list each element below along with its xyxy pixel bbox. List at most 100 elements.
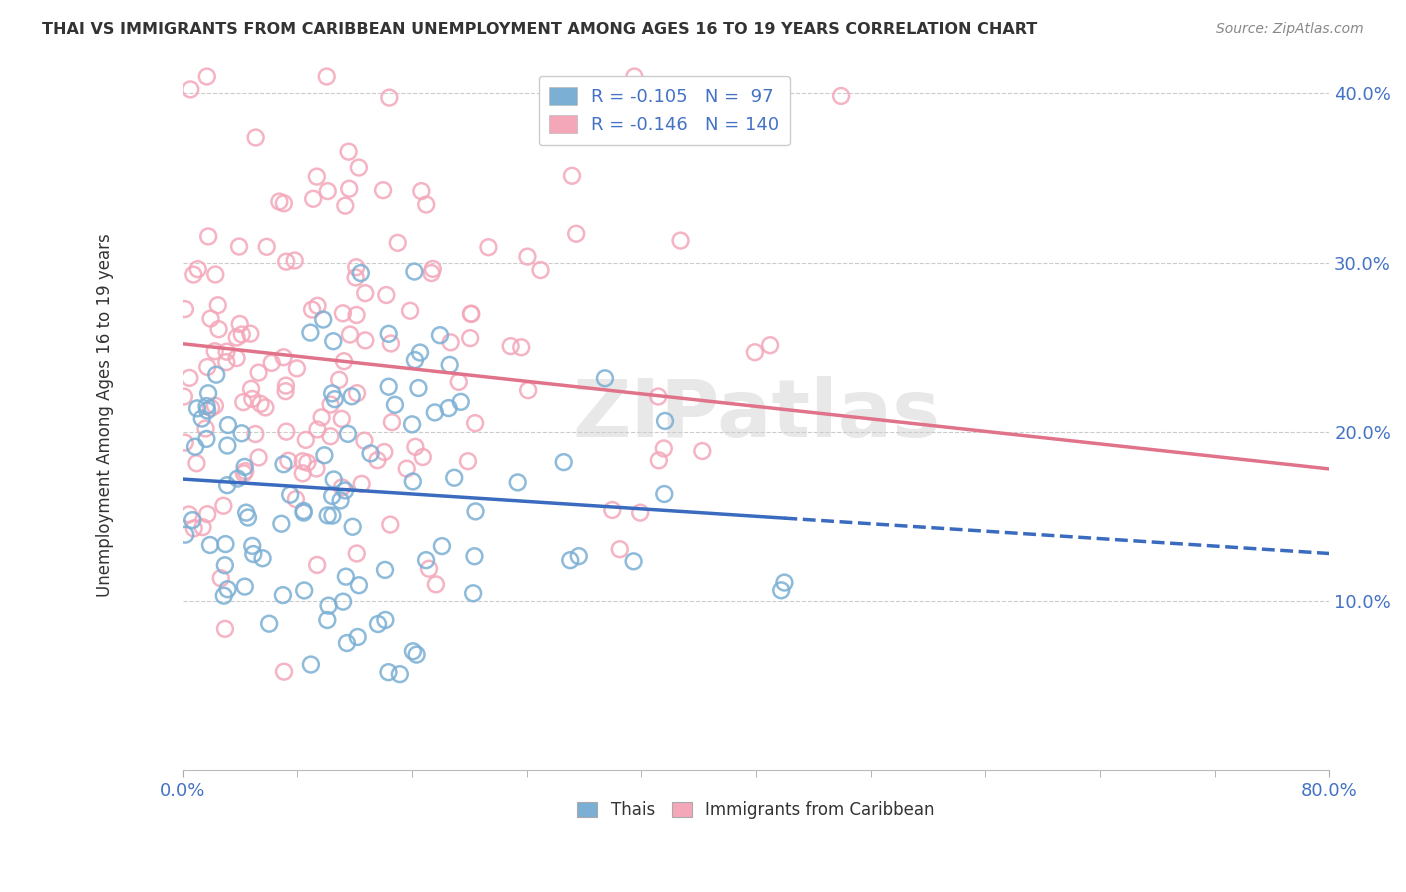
Point bbox=[770, 583, 793, 598]
Point bbox=[401, 417, 423, 432]
Point bbox=[565, 227, 588, 241]
Point bbox=[291, 454, 314, 468]
Point bbox=[623, 554, 645, 568]
Point bbox=[344, 270, 367, 285]
Point bbox=[330, 412, 353, 426]
Point bbox=[204, 268, 226, 282]
Point bbox=[232, 395, 254, 409]
Point bbox=[773, 575, 796, 590]
Point bbox=[529, 263, 551, 277]
Point bbox=[388, 667, 411, 681]
Point bbox=[256, 240, 278, 254]
Point bbox=[181, 513, 204, 527]
Point bbox=[173, 435, 195, 450]
Point bbox=[273, 196, 295, 211]
Point bbox=[339, 327, 361, 342]
Point bbox=[183, 521, 205, 535]
Point bbox=[759, 338, 782, 352]
Point bbox=[245, 130, 267, 145]
Point bbox=[510, 340, 533, 354]
Point bbox=[329, 493, 352, 508]
Point bbox=[322, 334, 344, 349]
Point bbox=[425, 577, 447, 591]
Point bbox=[249, 397, 271, 411]
Point bbox=[187, 262, 209, 277]
Point bbox=[228, 317, 250, 331]
Point bbox=[277, 454, 299, 468]
Point bbox=[506, 475, 529, 490]
Point bbox=[415, 553, 437, 567]
Point bbox=[278, 488, 301, 502]
Point bbox=[460, 307, 482, 321]
Point bbox=[342, 520, 364, 534]
Point bbox=[463, 549, 485, 564]
Point bbox=[360, 446, 382, 460]
Point bbox=[560, 553, 582, 567]
Point bbox=[239, 326, 262, 341]
Point bbox=[247, 450, 270, 465]
Point bbox=[319, 398, 342, 412]
Point bbox=[378, 90, 401, 104]
Point bbox=[381, 415, 404, 429]
Point bbox=[273, 350, 295, 364]
Point bbox=[177, 508, 200, 522]
Point bbox=[260, 356, 283, 370]
Point bbox=[233, 464, 256, 478]
Point bbox=[377, 326, 399, 341]
Point bbox=[212, 589, 235, 603]
Point bbox=[204, 344, 226, 359]
Point bbox=[240, 382, 263, 396]
Text: Unemployment Among Ages 16 to 19 years: Unemployment Among Ages 16 to 19 years bbox=[96, 233, 114, 597]
Point bbox=[316, 184, 339, 198]
Point bbox=[464, 504, 486, 518]
Point bbox=[409, 345, 432, 359]
Point bbox=[316, 508, 339, 523]
Point bbox=[184, 440, 207, 454]
Point bbox=[463, 586, 485, 600]
Point bbox=[242, 547, 264, 561]
Point bbox=[623, 70, 645, 84]
Point bbox=[269, 194, 291, 209]
Point bbox=[335, 569, 357, 583]
Point bbox=[332, 595, 354, 609]
Point bbox=[235, 506, 257, 520]
Point bbox=[418, 562, 440, 576]
Point bbox=[450, 395, 472, 409]
Point bbox=[404, 264, 426, 278]
Point bbox=[200, 401, 222, 415]
Point bbox=[366, 453, 388, 467]
Point bbox=[404, 440, 426, 454]
Point bbox=[195, 507, 218, 521]
Point bbox=[439, 358, 461, 372]
Point bbox=[336, 636, 359, 650]
Point bbox=[322, 473, 344, 487]
Point bbox=[217, 418, 239, 433]
Point bbox=[340, 389, 363, 403]
Point bbox=[405, 648, 427, 662]
Point bbox=[395, 461, 418, 475]
Point bbox=[273, 457, 295, 471]
Point bbox=[236, 510, 259, 524]
Point bbox=[422, 261, 444, 276]
Point bbox=[195, 359, 218, 374]
Point bbox=[332, 306, 354, 320]
Point bbox=[204, 399, 226, 413]
Point bbox=[307, 558, 329, 572]
Point bbox=[380, 336, 402, 351]
Point bbox=[374, 563, 396, 577]
Point bbox=[373, 445, 395, 459]
Point bbox=[437, 401, 460, 415]
Point bbox=[553, 455, 575, 469]
Point bbox=[404, 353, 426, 368]
Point bbox=[561, 169, 583, 183]
Point bbox=[214, 537, 236, 551]
Point bbox=[408, 381, 430, 395]
Point bbox=[292, 583, 315, 598]
Point bbox=[593, 371, 616, 385]
Point bbox=[337, 182, 360, 196]
Point bbox=[375, 288, 398, 302]
Point bbox=[257, 616, 280, 631]
Point bbox=[209, 571, 232, 585]
Point bbox=[367, 617, 389, 632]
Text: Source: ZipAtlas.com: Source: ZipAtlas.com bbox=[1216, 22, 1364, 37]
